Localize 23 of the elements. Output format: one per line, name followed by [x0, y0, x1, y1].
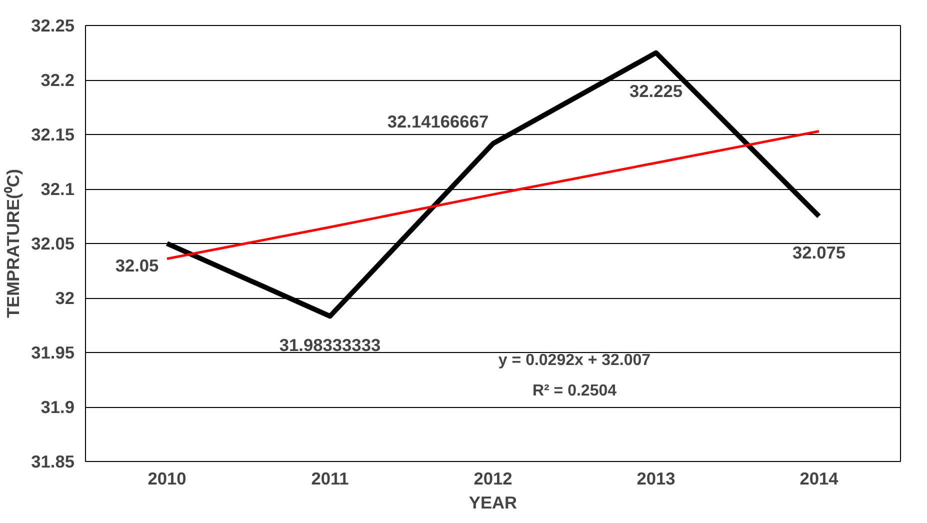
annotation: y = 0.0292x + 32.007: [498, 352, 651, 369]
data-label: 32.14166667: [387, 112, 489, 132]
y-tick-label: 31.85: [31, 452, 75, 472]
y-tick-label: 32.15: [31, 124, 75, 144]
y-tick-label: 32.05: [31, 234, 75, 254]
y-tick-label: 32.2: [40, 70, 75, 90]
y-tick-label: 31.9: [40, 397, 75, 417]
x-tick-label: 2011: [311, 468, 350, 488]
x-tick-label: 2014: [800, 468, 839, 488]
x-tick-label: 2010: [148, 468, 186, 488]
x-axis-title: YEAR: [468, 492, 518, 512]
y-tick-label: 32: [55, 288, 75, 308]
x-tick-label: 2012: [474, 468, 512, 488]
y-tick-label: 32.1: [40, 179, 75, 199]
data-label: 32.05: [115, 256, 160, 276]
annotation: R² = 0.2504: [532, 382, 617, 400]
y-tick-label: 32.25: [31, 16, 75, 36]
y-axis-title: TEMPRATURE(⁰C): [3, 168, 24, 318]
x-tick-label: 2013: [636, 468, 676, 488]
data-label: 32.225: [630, 80, 683, 101]
data-label: 31.98333333: [279, 335, 381, 356]
data-label: 32.075: [792, 242, 846, 262]
y-tick-label: 31.95: [31, 342, 75, 362]
